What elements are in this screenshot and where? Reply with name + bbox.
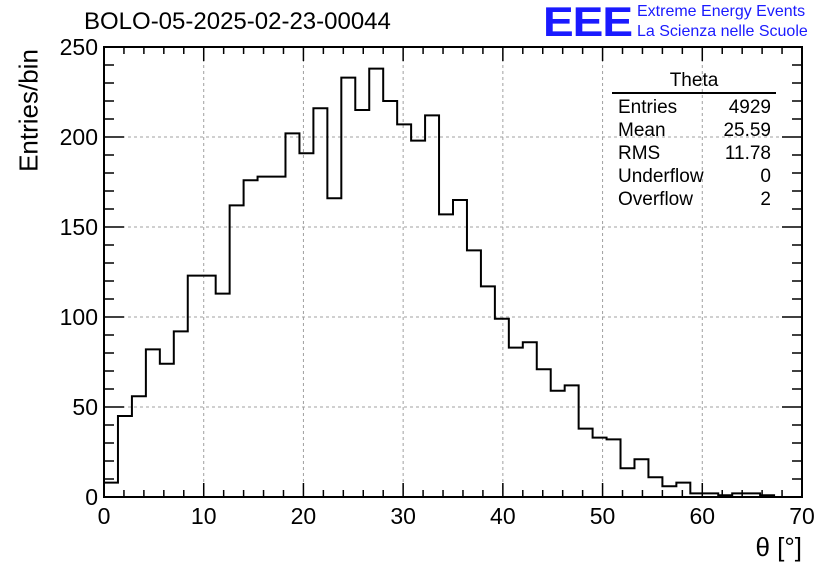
x-tick-label: 30 — [390, 503, 416, 529]
axis-ticks — [103, 46, 803, 498]
stats-value: 2 — [760, 189, 771, 210]
stats-label: RMS — [618, 143, 661, 164]
y-tick-label: 150 — [60, 214, 98, 240]
y-tick-label: 250 — [60, 34, 98, 60]
x-tick-label: 60 — [689, 503, 715, 529]
x-tick-label: 0 — [98, 503, 111, 529]
stats-row-underflow: Underflow 0 — [612, 165, 776, 188]
x-tick-label: 20 — [291, 503, 317, 529]
stats-label: Mean — [618, 120, 666, 141]
histogram-outline — [103, 67, 802, 498]
logo-caption: Extreme Energy Events La Scienza nelle S… — [637, 2, 808, 42]
stats-row-rms: RMS 11.78 — [612, 142, 776, 165]
stats-row-entries: Entries 4929 — [612, 96, 776, 119]
stats-value: 11.78 — [724, 143, 771, 164]
y-tick-label: 200 — [60, 124, 98, 150]
stats-value: 0 — [760, 166, 771, 187]
logo-caption-line2: La Scienza nelle Scuole — [637, 23, 808, 40]
x-axis-label: θ [°] — [755, 532, 802, 562]
stats-title: Theta — [612, 70, 776, 94]
run-title: BOLO-05-2025-02-23-00044 — [84, 8, 391, 35]
y-tick-label: 0 — [85, 484, 98, 510]
stats-label: Overflow — [618, 189, 693, 210]
x-tick-label: 50 — [590, 503, 616, 529]
x-tick-label: 40 — [490, 503, 516, 529]
logo-caption-line1: Extreme Energy Events — [637, 3, 806, 20]
stats-label: Underflow — [618, 166, 704, 187]
stats-label: Entries — [618, 97, 678, 118]
plot-frame — [103, 46, 803, 498]
y-tick-label: 50 — [72, 394, 98, 420]
stats-row-mean: Mean 25.59 — [612, 119, 776, 142]
stats-box: Theta Entries 4929 Mean 25.59 RMS 11.78 … — [612, 70, 776, 211]
stats-row-overflow: Overflow 2 — [612, 188, 776, 211]
x-tick-label: 10 — [191, 503, 217, 529]
stats-value: 4929 — [728, 97, 771, 118]
grid-lines — [104, 47, 802, 497]
y-axis-label: Entries/bin — [13, 49, 44, 172]
stats-value: 25.59 — [723, 120, 771, 141]
x-tick-label: 70 — [789, 503, 815, 529]
y-tick-label: 100 — [60, 304, 98, 330]
eee-logo: EEE — [543, 0, 633, 45]
